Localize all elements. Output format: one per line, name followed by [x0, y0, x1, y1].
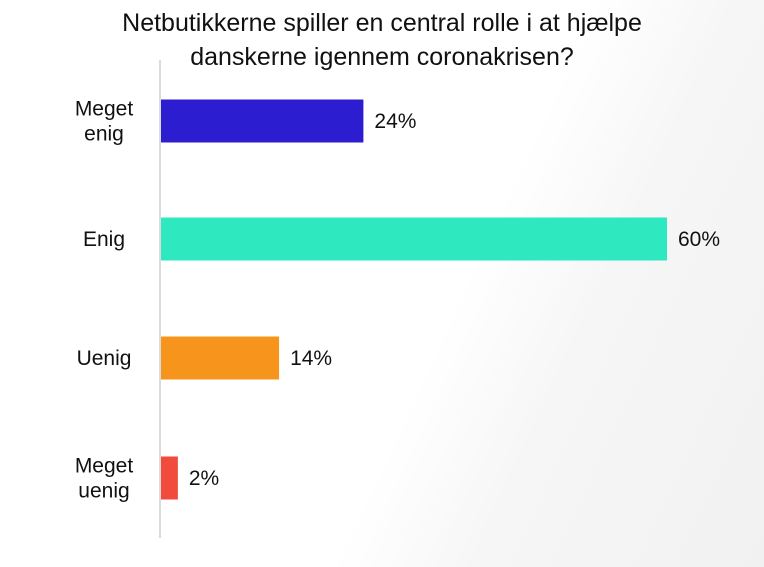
category-label-0-line-0: Meget — [75, 98, 134, 121]
category-label-3: Meget uenig — [75, 455, 134, 503]
bar-0 — [161, 99, 364, 143]
category-label-0: Meget enig — [75, 98, 134, 146]
chart-title: Netbutikkerne spiller en central rolle i… — [20, 6, 744, 74]
chart-title-line-2: danskerne igennem coronakrisen? — [190, 43, 574, 71]
value-label-3: 2% — [189, 467, 219, 490]
category-label-1-line-0: Enig — [83, 228, 125, 251]
category-label-2-line-0: Uenig — [77, 347, 132, 370]
chart-title-line-1: Netbutikkerne spiller en central rolle i… — [122, 9, 642, 37]
value-label-1: 60% — [678, 228, 720, 251]
category-label-3-line-1: uenig — [78, 480, 129, 503]
bar-1 — [161, 217, 667, 261]
category-label-3-line-0: Meget — [75, 455, 134, 478]
bar-2 — [161, 336, 280, 380]
category-label-2: Uenig — [77, 347, 132, 370]
category-label-0-line-1: enig — [84, 123, 124, 146]
value-label-0: 24% — [374, 110, 416, 133]
category-label-1: Enig — [83, 228, 125, 251]
value-label-2: 14% — [290, 347, 332, 370]
bar-3 — [161, 456, 178, 500]
